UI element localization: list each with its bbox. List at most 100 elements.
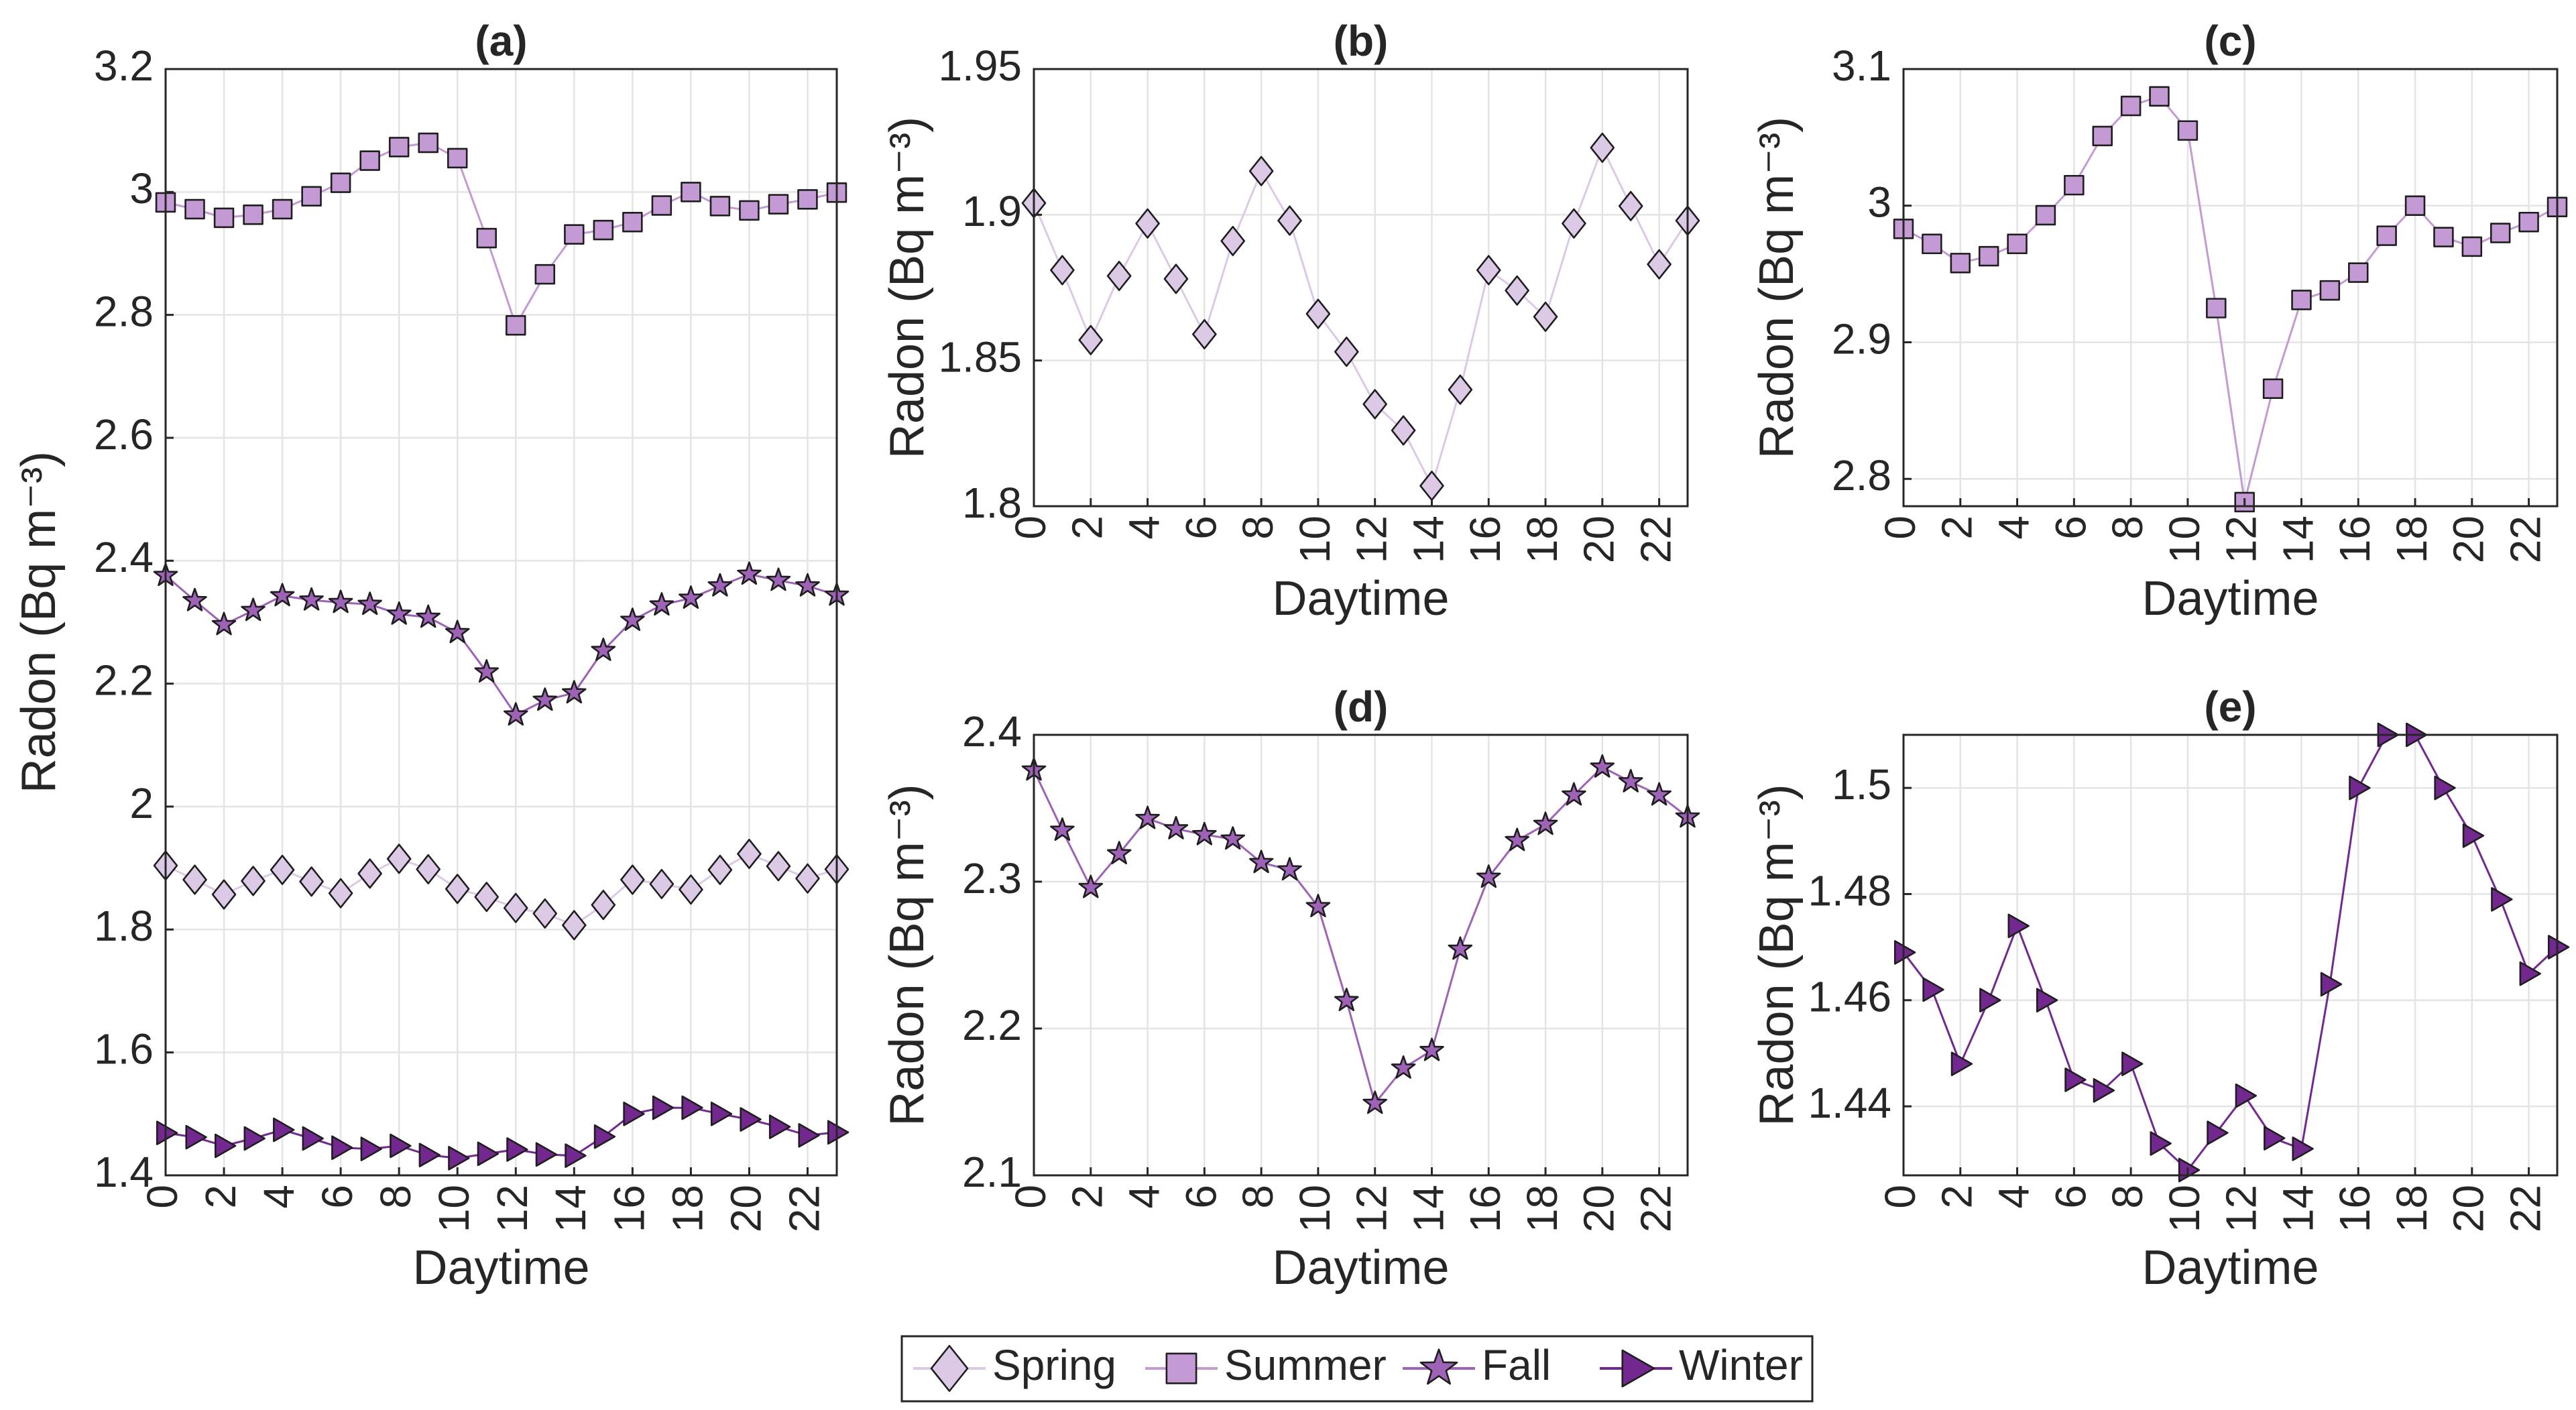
data-point-winter <box>477 1141 500 1167</box>
panel-e: 0 2 4 6 8 10 12 14 16 18 20 22 1.44 1.46 1.48 1.5 (e) Day… <box>1750 683 2570 1295</box>
x-tick-label: 6 <box>313 1185 361 1209</box>
data-point-fall <box>1334 988 1359 1012</box>
x-tick-label: 16 <box>1461 516 1509 563</box>
x-tick-label: 0 <box>1876 1185 1924 1209</box>
y-tick-label: 1.95 <box>938 42 1022 90</box>
x-tick-label: 20 <box>721 1185 770 1232</box>
data-point-winter <box>156 1120 178 1146</box>
data-point-spring <box>1220 225 1246 257</box>
data-point-spring <box>182 864 207 895</box>
data-point-fall <box>386 601 412 625</box>
data-point-winter <box>2349 775 2371 801</box>
x-axis-label: Daytime <box>2142 1241 2319 1295</box>
data-point-spring <box>532 898 558 929</box>
data-point-fall <box>1647 782 1672 806</box>
data-point-spring <box>679 874 703 905</box>
data-point-winter <box>506 1137 528 1162</box>
x-tick-label: 18 <box>1518 1185 1566 1232</box>
data-point-summer <box>2490 223 2511 243</box>
data-point-summer <box>2404 195 2426 216</box>
x-tick-label: 10 <box>2160 1185 2209 1232</box>
data-point-spring <box>1448 374 1473 405</box>
data-point-summer <box>739 200 760 221</box>
y-tick-label: 3.2 <box>94 42 154 90</box>
data-point-summer <box>2007 233 2028 255</box>
legend-item-winter: Winter <box>1600 1341 1803 1389</box>
x-tick-label: 8 <box>2103 516 2152 540</box>
data-point-fall <box>1192 821 1217 845</box>
data-point-fall <box>562 680 587 704</box>
data-point-spring <box>211 879 237 910</box>
x-tick-label: 10 <box>430 1185 478 1232</box>
legend-marker <box>1621 1349 1655 1388</box>
data-point-summer <box>797 189 818 210</box>
x-tick-label: 8 <box>1234 516 1282 540</box>
data-point-fall <box>1078 874 1104 898</box>
data-point-summer <box>2035 204 2056 226</box>
x-tick-label: 22 <box>2502 516 2550 563</box>
plot-area <box>1034 69 1688 506</box>
x-tick-label: 18 <box>2388 516 2436 563</box>
data-point-fall <box>795 573 820 597</box>
y-tick-label: 2.9 <box>1832 314 1891 363</box>
data-point-winter <box>2207 1120 2229 1145</box>
y-axis-label: Radon (Bq m⁻³) <box>880 784 934 1126</box>
x-tick-label: 10 <box>1291 516 1339 563</box>
data-point-winter <box>2036 988 2058 1013</box>
y-axis-label: Radon (Bq m⁻³) <box>12 451 66 793</box>
x-tick-label: 16 <box>2331 1185 2379 1232</box>
data-point-fall <box>649 592 675 616</box>
data-point-fall <box>445 620 470 644</box>
data-point-spring <box>357 858 382 889</box>
data-point-fall <box>766 567 791 591</box>
data-point-winter <box>418 1142 441 1168</box>
legend-marker <box>1419 1348 1458 1385</box>
data-point-fall <box>737 561 762 585</box>
y-tick-label: 1.85 <box>938 333 1022 381</box>
data-point-spring <box>1533 301 1558 333</box>
data-point-fall <box>1618 768 1643 792</box>
x-tick-label: 10 <box>1291 1185 1339 1232</box>
legend-item-spring: Spring <box>913 1341 1116 1393</box>
x-tick-label: 6 <box>2046 1185 2095 1209</box>
data-point-fall <box>357 591 382 615</box>
data-point-winter <box>214 1133 237 1159</box>
panel-title: (e) <box>2204 683 2256 731</box>
data-point-spring <box>1590 132 1615 163</box>
y-tick-label: 1.48 <box>1808 866 1891 915</box>
x-axis-label: Daytime <box>2142 572 2319 626</box>
x-axis-label: Daytime <box>1272 572 1449 626</box>
legend-marker <box>930 1344 969 1393</box>
data-point-fall <box>591 638 616 661</box>
x-tick-label: 18 <box>1518 516 1566 563</box>
y-axis-label: Radon (Bq m⁻³) <box>880 117 934 459</box>
data-point-winter <box>2007 913 2030 939</box>
data-point-summer <box>534 263 556 285</box>
axes-box <box>1033 733 1689 1177</box>
x-tick-label: 0 <box>1876 516 1924 540</box>
x-tick-label: 12 <box>1348 1185 1396 1232</box>
data-point-summer <box>2206 298 2227 318</box>
data-point-winter <box>768 1114 791 1139</box>
data-point-fall <box>1533 811 1558 835</box>
data-point-summer <box>301 186 322 207</box>
data-point-fall <box>1419 1037 1444 1061</box>
legend-label: Spring <box>992 1341 1116 1389</box>
data-point-fall <box>241 597 266 622</box>
x-tick-label: 12 <box>2217 516 2266 563</box>
data-point-winter <box>827 1120 850 1145</box>
data-point-summer <box>184 198 205 220</box>
data-point-winter <box>2264 1126 2286 1151</box>
data-point-summer <box>2376 225 2397 246</box>
data-point-spring <box>1135 208 1160 239</box>
data-point-spring <box>562 910 587 941</box>
y-axis-label: Radon (Bq m⁻³) <box>1750 117 1804 459</box>
plot-area <box>1034 735 1688 1175</box>
data-point-fall <box>1362 1090 1387 1114</box>
panel-title: (c) <box>2204 17 2256 65</box>
data-point-summer <box>2461 236 2483 257</box>
y-tick-label: 2.1 <box>962 1148 1022 1196</box>
data-point-winter <box>2491 887 2513 912</box>
data-point-summer <box>272 198 293 220</box>
data-point-fall <box>416 604 441 628</box>
